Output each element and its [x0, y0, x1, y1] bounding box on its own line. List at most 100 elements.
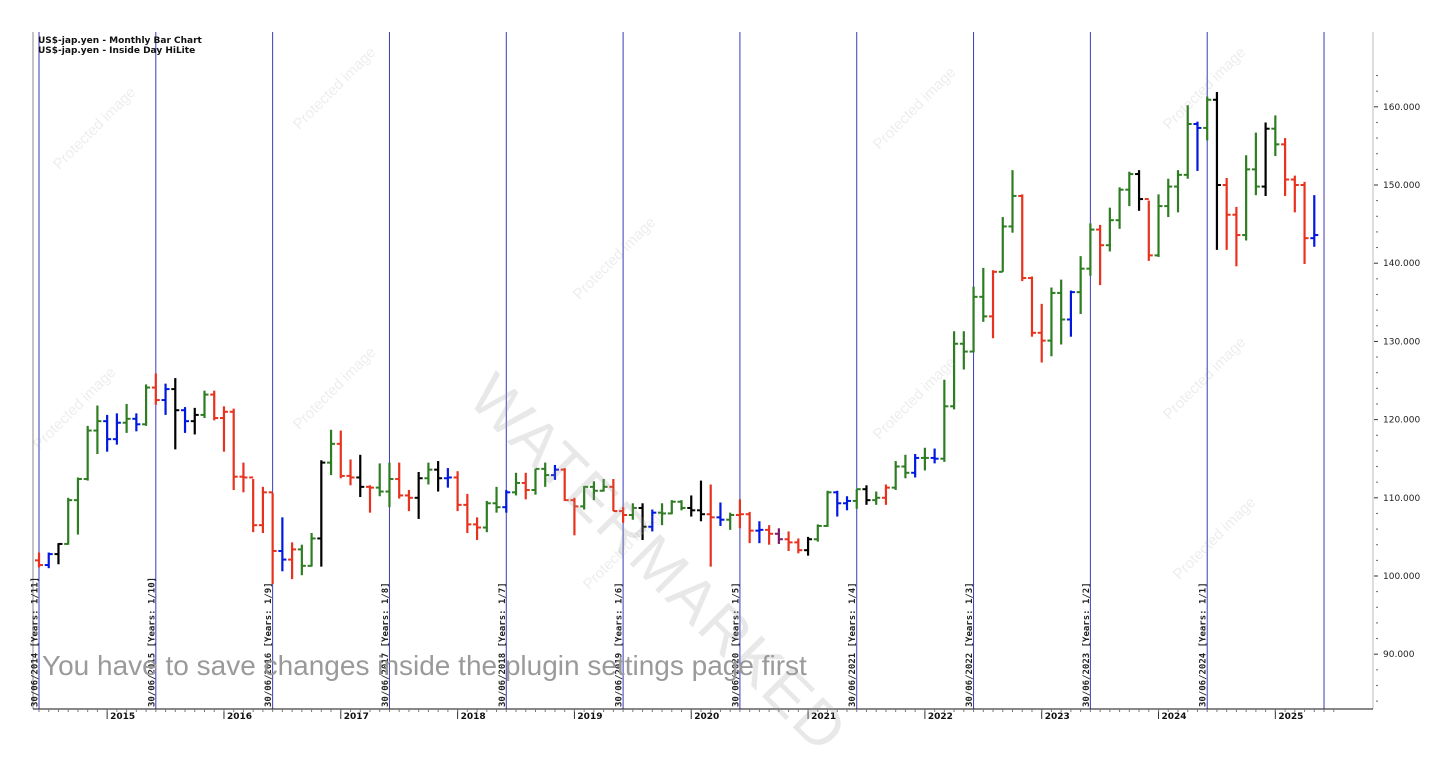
ohlc-bar — [716, 502, 725, 526]
x-axis: 2015 2016 2017 2018 2019 2020 2021 2022 2023 2024… — [32, 32, 1373, 722]
ohlc-bar — [1125, 171, 1134, 207]
year-marker-label: 30/06/2019 [Years: 1/6] — [615, 582, 625, 707]
chart-subtitle: US$-jap.yen - Inside Day HiLite — [38, 46, 196, 56]
ohlc-bar — [580, 485, 589, 510]
year-marker-lines — [38, 32, 1325, 709]
ohlc-bar — [1290, 175, 1299, 213]
ohlc-bar — [327, 429, 336, 476]
ohlc-bar — [813, 524, 822, 542]
ohlc-bar — [940, 379, 949, 462]
ohlc-bar — [1173, 170, 1182, 213]
ohlc-bar — [560, 468, 569, 502]
ohlc-bar — [735, 499, 744, 529]
y-tick-label: 160.000 — [1383, 103, 1420, 113]
ohlc-bar — [93, 405, 102, 455]
ohlc-bar — [833, 490, 842, 517]
ohlc-bar — [219, 406, 228, 452]
year-marker-label: 30/06/2018 [Years: 1/7] — [498, 582, 508, 707]
x-tick-label: 2020 — [694, 712, 719, 722]
ohlc-bar — [229, 408, 238, 490]
ohlc-bar — [151, 373, 160, 405]
ohlc-bar — [443, 468, 452, 488]
ohlc-bar — [1251, 132, 1260, 196]
ohlc-bar — [911, 454, 920, 478]
ohlc-bar — [872, 491, 881, 505]
ohlc-bar — [794, 538, 803, 554]
x-tick-label: 2016 — [227, 712, 252, 722]
ohlc-bar — [1096, 224, 1105, 286]
year-marker-label: 30/06/2014 [Years: 1/11] — [31, 577, 41, 707]
ohlc-bar — [181, 407, 190, 433]
ohlc-bar — [755, 521, 764, 544]
ohlc-bar — [44, 552, 53, 569]
ohlc-bar — [365, 485, 374, 513]
ohlc-bar — [1261, 122, 1270, 196]
ohlc-bar — [667, 500, 676, 515]
ohlc-bar — [1222, 177, 1231, 250]
ohlc-bar — [658, 503, 667, 526]
ohlc-bar — [258, 486, 267, 533]
ohlc-bar — [1144, 198, 1153, 261]
x-tick-label: 2017 — [344, 712, 369, 722]
year-marker-label: 30/06/2017 [Years: 1/8] — [381, 582, 391, 707]
ohlc-bar — [1164, 178, 1173, 218]
ohlc-bar — [784, 531, 793, 551]
ohlc-bar — [112, 413, 121, 445]
ohlc-bar — [804, 536, 813, 556]
ohlc-bar — [1154, 194, 1163, 257]
ohlc-bar — [161, 383, 170, 415]
ohlc-bar — [696, 480, 705, 522]
ohlc-bar — [1057, 279, 1066, 345]
ohlc-bar — [765, 525, 774, 545]
ohlc-bar — [463, 493, 472, 533]
x-tick-label: 2019 — [577, 712, 602, 722]
year-marker-label: 30/06/2016 [Years: 1/9] — [264, 582, 274, 707]
ohlc-bar — [239, 462, 248, 493]
ohlc-bar — [83, 425, 92, 481]
ohlc-bar — [989, 270, 998, 339]
ohlc-bar — [648, 509, 657, 532]
x-tick-label: 2025 — [1278, 712, 1303, 722]
ohlc-bar — [920, 447, 929, 471]
ohlc-bar — [434, 461, 443, 492]
ohlc-bar — [1037, 303, 1046, 363]
ohlc-bar — [1271, 115, 1280, 157]
ohlc-bar — [599, 479, 608, 492]
ohlc-bar — [1300, 181, 1309, 264]
ohlc-bar — [677, 500, 686, 511]
ohlc-bar — [979, 267, 988, 322]
ohlc-bar — [745, 511, 754, 544]
ohlc-bar — [492, 486, 501, 513]
ohlc-bar — [950, 331, 959, 410]
ohlc-bar — [1008, 170, 1017, 233]
ohlc-bar — [550, 464, 559, 480]
ohlc-bar — [453, 471, 462, 512]
ohlc-bar — [122, 403, 131, 433]
ohlc-bar — [589, 481, 598, 501]
ohlc-bar — [1193, 121, 1202, 171]
ohlc-bar — [424, 462, 433, 485]
year-marker-label: 30/06/2021 [Years: 1/4] — [848, 582, 858, 707]
ohlc-bar — [502, 489, 511, 513]
ohlc-bar — [346, 459, 355, 486]
ohlc-bar — [998, 217, 1007, 273]
ohlc-bar — [541, 462, 550, 487]
ohlc-bar — [891, 461, 900, 490]
y-tick-label: 150.000 — [1383, 181, 1420, 191]
chart-title: US$-jap.yen - Monthly Bar Chart — [38, 36, 202, 46]
ohlc-bar — [638, 503, 647, 541]
ohlc-bar — [35, 552, 43, 568]
ohlc-bar — [1281, 138, 1290, 196]
ohlc-bar — [774, 528, 783, 544]
y-tick-label: 140.000 — [1383, 259, 1420, 269]
ohlc-bar — [531, 467, 540, 495]
ohlc-bar — [288, 542, 297, 580]
ohlc-chart: 90.000 100.000 110.000 120.000 130.000 140.00… — [31, 32, 1420, 722]
ohlc-bar — [512, 472, 521, 496]
year-marker-label: 30/06/2022 [Years: 1/3] — [965, 582, 975, 707]
ohlc-bar — [852, 488, 861, 509]
ohlc-bar — [687, 495, 696, 517]
ohlc-bar — [706, 484, 715, 567]
ohlc-bar — [73, 477, 82, 535]
year-marker-label: 30/06/2020 [Years: 1/5] — [731, 582, 741, 707]
